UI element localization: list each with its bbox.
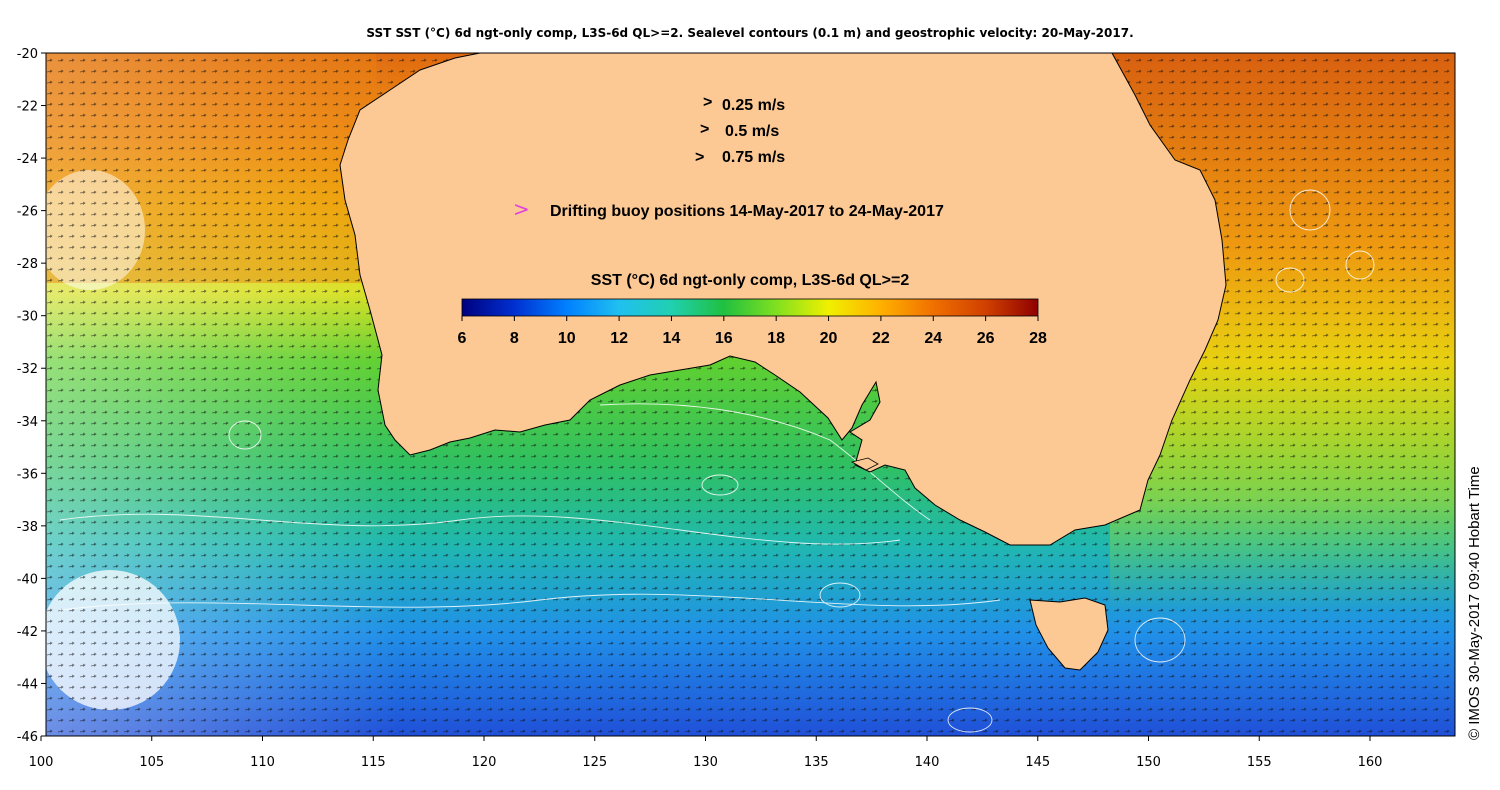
colorbar-tick-label: 24 (924, 330, 942, 347)
svg-text:>: > (700, 121, 709, 138)
x-tick-label: 135 (804, 755, 829, 770)
x-axis-ticks: 100 105 110 115 120 125 130 135 140 145 150 155 160 (29, 736, 1383, 770)
colorbar-tick-label: 28 (1029, 330, 1047, 347)
imos-credit: © IMOS 30-May-2017 09:40 Hobart Time (1466, 466, 1483, 740)
colorbar-tick-label: 14 (663, 330, 681, 347)
velocity-legend: > 0.25 m/s > 0.5 m/s > 0.75 m/s (695, 94, 785, 166)
y-axis-ticks: -20 -22 -24 -26 -28 -30 -32 -34 -36 -38 -40 -42 -44 -… (17, 47, 46, 745)
y-tick-label: -44 (17, 677, 38, 692)
kangaroo-island (850, 457, 879, 471)
colorbar-title: SST (°C) 6d ngt-only comp, L3S-6d QL>=2 (591, 272, 910, 289)
velocity-legend-0.5: 0.5 m/s (725, 123, 779, 140)
colorbar-bar (461, 298, 1039, 317)
x-tick-label: 145 (1025, 755, 1050, 770)
plot-frame (45, 52, 1456, 737)
sst-colorbar: SST (°C) 6d ngt-only comp, L3S-6d QL>=2 … (458, 272, 1047, 347)
colorbar-tick-label: 16 (715, 330, 733, 347)
sealevel-contours (59, 189, 1375, 733)
svg-text:>: > (703, 94, 712, 111)
y-tick-label: -20 (17, 47, 38, 62)
velocity-legend-0.75: 0.75 m/s (722, 149, 785, 166)
y-tick-label: -46 (17, 730, 38, 745)
map-title: SST SST (°C) 6d ngt-only comp, L3S-6d QL… (366, 26, 1134, 40)
x-tick-label: 115 (361, 755, 386, 770)
x-tick-label: 130 (693, 755, 718, 770)
y-tick-label: -42 (17, 625, 38, 640)
x-tick-label: 120 (472, 755, 497, 770)
svg-text:>: > (695, 149, 704, 166)
x-tick-label: 160 (1358, 755, 1383, 770)
colorbar-tick-label: 18 (767, 330, 785, 347)
buoy-legend-label: Drifting buoy positions 14-May-2017 to 2… (550, 203, 944, 220)
y-tick-label: -28 (17, 257, 38, 272)
colorbar-tick-label: 8 (510, 330, 519, 347)
buoy-legend: > Drifting buoy positions 14-May-2017 to… (513, 197, 944, 221)
colorbar-tick-label: 6 (458, 330, 467, 347)
colorbar-tick-label: 26 (977, 330, 995, 347)
x-tick-label: 105 (139, 755, 164, 770)
y-tick-label: -34 (17, 415, 38, 430)
x-tick-label: 140 (915, 755, 940, 770)
y-tick-label: -22 (17, 100, 38, 115)
y-tick-label: -32 (17, 362, 38, 377)
colorbar-tick-label: 20 (820, 330, 838, 347)
tasmania-landmass (1029, 597, 1109, 671)
y-tick-label: -38 (17, 520, 38, 535)
y-tick-label: -40 (17, 572, 38, 587)
velocity-legend-0.25: 0.25 m/s (722, 97, 785, 114)
colorbar-tick-label: 22 (872, 330, 890, 347)
map-plot-area (46, 53, 1455, 736)
x-tick-label: 100 (29, 755, 54, 770)
colorbar-tick-label: 12 (610, 330, 628, 347)
y-tick-label: -36 (17, 467, 38, 482)
y-tick-label: -26 (17, 205, 38, 220)
x-tick-label: 150 (1136, 755, 1161, 770)
y-tick-label: -30 (17, 310, 38, 325)
x-tick-label: 155 (1247, 755, 1272, 770)
x-tick-label: 110 (250, 755, 275, 770)
buoy-marker-icon: > (513, 197, 530, 221)
colorbar-ticks: 6 8 10 12 14 16 18 20 22 24 26 28 (458, 316, 1047, 347)
x-tick-label: 125 (582, 755, 607, 770)
y-tick-label: -24 (17, 152, 38, 167)
colorbar-tick-label: 10 (558, 330, 576, 347)
